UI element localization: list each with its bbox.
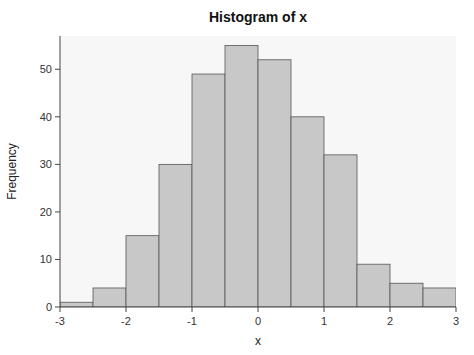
- y-tick: [55, 307, 60, 308]
- y-axis-line: [60, 36, 61, 307]
- y-tick-label: 20: [40, 206, 52, 218]
- x-tick: [126, 307, 127, 312]
- histogram-bar: [159, 164, 192, 307]
- x-tick: [456, 307, 457, 312]
- histogram-bar: [390, 283, 423, 307]
- y-tick: [55, 69, 60, 70]
- x-tick-label: 0: [255, 315, 261, 327]
- y-tick-label: 40: [40, 111, 52, 123]
- histogram-bar: [225, 46, 258, 307]
- x-tick-label: 1: [321, 315, 327, 327]
- plot-background: [60, 36, 456, 307]
- x-axis: -3 -2 -1 0 1 2 3: [55, 307, 459, 327]
- x-tick: [324, 307, 325, 312]
- chart: -3-2-1012301020304050xFrequencyHistogram…: [0, 0, 474, 355]
- y-tick-label: 30: [40, 158, 52, 170]
- x-axis-label: x: [255, 334, 261, 348]
- x-tick-label: -2: [121, 315, 131, 327]
- histogram-bar: [324, 155, 357, 307]
- x-tick: [390, 307, 391, 312]
- histogram-bar: [357, 264, 390, 307]
- histogram-bar: [93, 288, 126, 307]
- y-axis-label: Frequency: [5, 143, 19, 200]
- bars: [60, 46, 456, 307]
- x-tick-label: -1: [187, 315, 197, 327]
- y-axis: 0 10 20 30 40 50: [40, 63, 60, 313]
- x-tick: [192, 307, 193, 312]
- histogram-bar: [291, 117, 324, 307]
- histogram-bar: [423, 288, 456, 307]
- y-tick: [55, 116, 60, 117]
- histogram-bar: [192, 74, 225, 307]
- y-tick-label: 10: [40, 253, 52, 265]
- chart-title: Histogram of x: [209, 9, 307, 25]
- y-tick-label: 50: [40, 63, 52, 75]
- x-tick-label: -3: [55, 315, 65, 327]
- y-tick: [55, 164, 60, 165]
- y-tick: [55, 259, 60, 260]
- y-tick-label: 0: [46, 301, 52, 313]
- histogram-bar: [126, 236, 159, 307]
- histogram-bar: [60, 302, 93, 307]
- chart-container: -3-2-1012301020304050xFrequencyHistogram…: [0, 0, 474, 355]
- x-tick-label: 3: [453, 315, 459, 327]
- x-tick: [258, 307, 259, 312]
- x-tick: [60, 307, 61, 312]
- y-tick: [55, 211, 60, 212]
- histogram-bar: [258, 60, 291, 307]
- x-tick-label: 2: [387, 315, 393, 327]
